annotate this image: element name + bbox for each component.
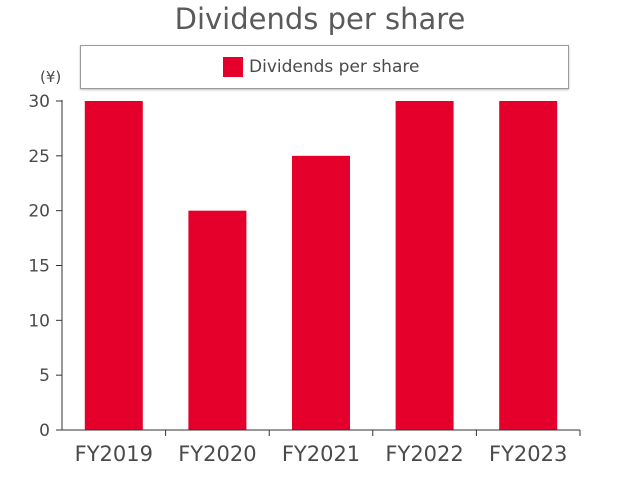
legend-swatch bbox=[223, 57, 243, 77]
x-tick-label: FY2020 bbox=[178, 442, 256, 466]
bar-fy2021 bbox=[292, 155, 350, 431]
y-tick-label: 15 bbox=[28, 257, 50, 277]
bar-fy2022 bbox=[395, 101, 454, 430]
y-tick-label: 0 bbox=[39, 421, 50, 441]
y-axis-unit-label: (¥) bbox=[40, 68, 62, 86]
bar-fy2023 bbox=[499, 101, 558, 430]
y-tick-label: 10 bbox=[28, 311, 50, 331]
chart-title: Dividends per share bbox=[174, 2, 466, 36]
legend-label: Dividends per share bbox=[249, 57, 420, 77]
y-tick-label: 30 bbox=[28, 92, 50, 112]
x-tick-label: FY2023 bbox=[489, 442, 567, 466]
y-tick-label: 5 bbox=[39, 366, 50, 386]
x-tick-label: FY2022 bbox=[385, 442, 463, 466]
legend: Dividends per share bbox=[80, 45, 569, 89]
bar-fy2020 bbox=[188, 210, 247, 430]
x-tick-label: FY2021 bbox=[282, 442, 360, 466]
x-tick-label: FY2019 bbox=[75, 442, 153, 466]
bar-fy2019 bbox=[84, 101, 143, 430]
y-tick-label: 20 bbox=[28, 202, 50, 222]
y-tick-label: 25 bbox=[28, 147, 50, 167]
